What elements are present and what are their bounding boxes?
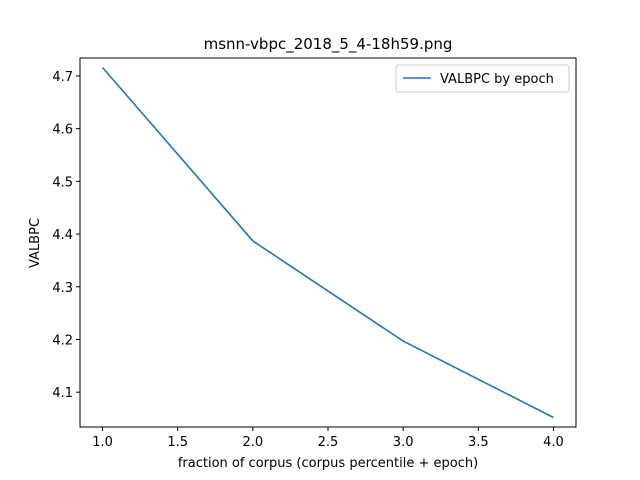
legend-box [395,64,570,93]
y-tick-label: 4.7 [52,70,73,85]
x-tick-label: 2.0 [243,435,264,450]
y-tick-label: 4.3 [52,281,73,296]
y-tick-label: 4.5 [52,175,73,190]
x-axis-label: fraction of corpus (corpus percentile + … [178,456,478,471]
x-tick-label: 3.0 [393,435,414,450]
chart-title: msnn-vbpc_2018_5_4-18h59.png [204,35,453,54]
y-tick-label: 4.2 [52,333,73,348]
x-tick-label: 2.5 [318,435,339,450]
y-tick-label: 4.6 [52,123,73,138]
x-tick-label: 3.5 [468,435,489,450]
plot-area: 1.0 1.5 2.0 2.5 3.0 3.5 4.0 4.1 4.2 4.3 4.4 4.5 4.6 4… [52,57,577,450]
legend-label: VALBPC by epoch [440,72,554,87]
y-axis-label: VALBPC [28,218,43,268]
y-tick-label: 4.4 [52,228,73,243]
x-tick-label: 1.0 [92,435,113,450]
y-tick-label: 4.1 [52,386,73,401]
x-tick-label: 4.0 [543,435,564,450]
x-tick-label: 1.5 [167,435,188,450]
series-line-0 [101,66,554,419]
